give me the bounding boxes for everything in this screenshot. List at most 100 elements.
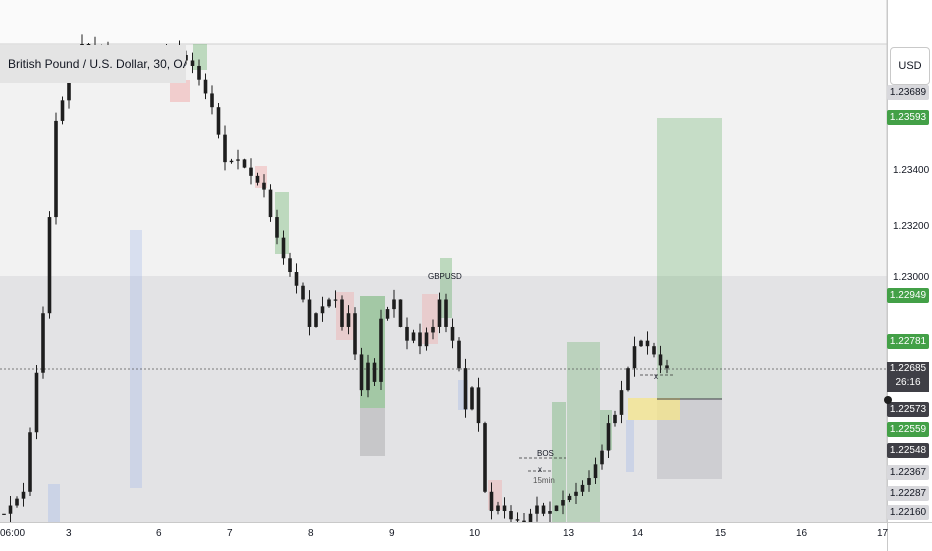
zone-box [48,484,60,522]
zone-box [422,294,438,344]
price-tag: 1.23689 [887,85,929,100]
time-tick: 15 [715,528,727,539]
zone-box [193,44,207,70]
candle-body [431,326,435,333]
candle-body [255,175,260,183]
candle-body [593,464,598,479]
zone-box [275,192,289,254]
currency-button[interactable]: USD [890,47,930,85]
candle-body [574,491,578,496]
candle-body [619,390,624,415]
candle-body [424,332,429,347]
candle-body [587,478,591,485]
candle-body [606,423,611,451]
price-tag: 1.22781 [887,334,929,349]
candle-body [216,107,221,135]
candle-body [392,299,396,310]
bos-x-mark: x [538,465,542,474]
candle-body [554,505,559,512]
time-tick: 8 [308,528,314,539]
price-tag: 1.22573 [887,402,929,417]
candle-body [522,520,526,522]
price-tick: 1.23000 [893,272,930,283]
candle-body [327,299,331,307]
candle-body [262,182,266,190]
zone-box [657,118,722,399]
candle-body [249,167,253,176]
candle-body [405,326,409,341]
candle-body [34,372,39,433]
zone-box [130,230,142,488]
candle-body [314,313,318,327]
price-tag: 1.22367 [887,465,929,480]
current-price-tag: 1.22685 26:16 [887,362,929,392]
candle-body [2,513,6,515]
zone-box [336,292,354,340]
candle-body [398,299,403,327]
time-axis[interactable] [0,522,887,551]
candle-body [613,414,617,424]
candle-body [307,299,312,327]
price-tag: 1.23593 [887,110,929,125]
current-price: 1.22685 [889,363,927,374]
candle-body [548,511,552,514]
candle-body [47,217,52,314]
sweep-x-mark: x [654,372,658,381]
candle-body [489,491,494,512]
candle-body [275,217,279,238]
price-tag: 1.22949 [887,288,929,303]
zone-box [360,408,385,456]
candle-body [561,500,565,506]
candle-body [541,505,546,514]
candle-body [236,159,240,161]
candle-body [366,362,370,391]
zone-box [626,420,634,472]
candle-body [184,54,188,61]
bar-countdown: 26:16 [895,377,921,388]
candle-body [54,120,58,218]
candle-body [379,318,383,382]
candle-body [515,519,520,521]
candle-body [632,346,637,369]
price-tag: 1.22160 [887,505,929,520]
time-tick: 13 [563,528,575,539]
candle-body [41,313,45,373]
candle-body [229,160,234,163]
price-chart[interactable] [0,0,887,522]
candle-body [359,354,364,391]
candle-body [665,365,669,369]
candle-body [600,450,604,465]
time-tick: 6 [156,528,162,539]
zone-box [440,258,452,318]
top-margin [0,0,887,44]
bos-annotation: BOS [537,449,554,458]
candle-body [28,432,32,492]
candle-body [483,423,487,492]
candle-body [288,258,292,273]
price-tick: 1.23400 [893,165,930,176]
candle-body [411,332,416,341]
candle-body [353,313,357,355]
candle-body [21,491,26,499]
pair-annotation: GBPUSD [428,272,462,281]
candle-body [333,299,338,301]
candle-body [190,60,195,66]
candle-body [626,368,630,391]
candle-body [268,189,273,218]
axis-corner [887,522,932,551]
zone-box [360,408,385,456]
candle-body [470,387,474,410]
zone-box [458,380,468,410]
candle-body [509,511,513,520]
candle-body [340,299,344,327]
candle-body [8,505,13,514]
timeframe-annotation: 15min [533,476,555,485]
candle-body [242,159,247,168]
time-tick: 3 [66,528,72,539]
candle-body [210,93,214,108]
zone-box [567,342,600,522]
candle-body [652,346,656,355]
time-tick: 14 [632,528,644,539]
candle-body [301,285,305,300]
